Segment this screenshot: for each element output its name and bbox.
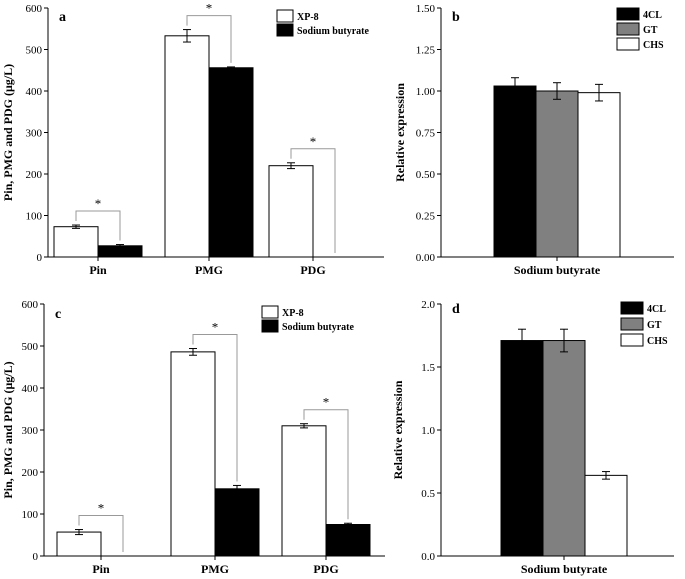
y-tick-label: 600 [22, 299, 39, 311]
y-tick-label: 400 [22, 383, 39, 395]
legend-label: CHS [643, 40, 664, 51]
y-tick-label: 300 [26, 128, 43, 140]
y-tick-label: 100 [26, 211, 43, 223]
significance-marker: * [98, 501, 105, 516]
y-tick-label: 500 [22, 341, 39, 353]
y-axis-label: Relative expression [393, 83, 407, 182]
bar [208, 67, 254, 258]
legend-label: CHS [647, 336, 668, 347]
y-tick-label: 1.50 [416, 3, 436, 15]
significance-bracket [186, 15, 232, 63]
y-tick-label: 600 [26, 3, 43, 15]
y-tick-label: 500 [26, 45, 43, 57]
legend-label: Sodium butyrate [282, 322, 355, 333]
y-tick-label: 300 [22, 425, 39, 437]
y-tick-label: 0.25 [416, 211, 436, 223]
significance-marker: * [212, 320, 219, 335]
legend-label: XP-8 [282, 308, 304, 319]
bar [500, 340, 544, 557]
chart-panel-c: 0 100 200 300 400 500 600 Pin, PMG and PDG (μg/… [1, 299, 385, 576]
bar [584, 474, 628, 557]
bar [268, 165, 314, 258]
significance-bracket [78, 515, 124, 552]
y-axis-label: Pin, PMG and PDG (μg/L) [1, 361, 15, 498]
significance-marker: * [95, 196, 102, 211]
significance-bracket [75, 210, 121, 241]
panel-label: a [59, 10, 66, 25]
legend-swatch [616, 7, 640, 21]
x-tick-label: PDG [313, 562, 338, 576]
chart-panel-d: 0.0 0.5 1.0 1.5 2.0 Relative expression d Sodiu… [391, 299, 674, 576]
bar [493, 85, 537, 258]
legend-swatch [616, 37, 640, 51]
chart-panel-b: 0.00 0.25 0.50 0.75 1.00 1.25 1.50 Relative exp… [393, 3, 674, 277]
bar [577, 92, 621, 258]
chart-panel-a: 0 100 200 300 400 500 600 Pin, PMG and PDG (μg/… [1, 1, 384, 277]
x-tick-label: Pin [92, 562, 110, 576]
bar [164, 35, 210, 258]
panel-label: b [452, 10, 460, 25]
x-tick-label: PDG [300, 263, 325, 277]
y-tick-label: 2.0 [421, 299, 435, 311]
bar [542, 340, 586, 557]
x-axis-label: Sodium butyrate [521, 562, 608, 576]
x-tick-label: Pin [89, 263, 107, 277]
y-tick-label: 200 [22, 467, 39, 479]
significance-marker: * [323, 395, 330, 410]
bar [56, 531, 102, 557]
legend-swatch [261, 319, 279, 333]
legend-swatch [616, 22, 640, 36]
y-tick-label: 0 [33, 551, 39, 563]
panel-label: d [452, 302, 460, 317]
y-tick-label: 0.00 [416, 252, 436, 264]
legend-swatch [261, 305, 279, 319]
x-tick-label: PMG [195, 263, 223, 277]
y-tick-label: 0.75 [416, 128, 436, 140]
legend-swatch [620, 301, 644, 315]
legend-label: GT [647, 320, 662, 331]
legend-label: Sodium butyrate [297, 26, 370, 37]
x-axis-label: Sodium butyrate [514, 263, 601, 277]
x-tick-label: PMG [201, 562, 229, 576]
y-axis-label: Pin, PMG and PDG (μg/L) [1, 64, 15, 201]
legend-swatch [276, 23, 294, 37]
y-tick-label: 1.0 [421, 425, 435, 437]
bar [325, 524, 371, 557]
legend-swatch [620, 317, 644, 331]
y-tick-label: 1.25 [416, 45, 436, 57]
significance-bracket [290, 148, 336, 253]
y-tick-label: 0.50 [416, 169, 436, 181]
legend-swatch [620, 333, 644, 347]
legend-label: 4CL [647, 304, 666, 315]
significance-bracket [192, 334, 238, 482]
legend-label: XP-8 [297, 12, 319, 23]
significance-marker: * [206, 1, 213, 16]
y-tick-label: 0.0 [421, 551, 435, 563]
significance-marker: * [310, 134, 317, 149]
y-tick-label: 1.00 [416, 86, 436, 98]
y-tick-label: 200 [26, 169, 43, 181]
y-tick-label: 0 [37, 252, 43, 264]
y-tick-label: 1.5 [421, 362, 435, 374]
legend-swatch [276, 9, 294, 23]
y-tick-label: 0.5 [421, 488, 435, 500]
bar [281, 425, 327, 557]
y-axis-label: Relative expression [391, 380, 405, 479]
legend-label: GT [643, 25, 658, 36]
significance-bracket [303, 409, 349, 520]
bar [53, 226, 99, 258]
legend-label: 4CL [643, 10, 662, 21]
panel-label: c [55, 307, 61, 322]
bar [214, 488, 260, 557]
bar [535, 90, 579, 258]
y-tick-label: 100 [22, 509, 39, 521]
bar [170, 351, 216, 557]
y-tick-label: 400 [26, 86, 43, 98]
